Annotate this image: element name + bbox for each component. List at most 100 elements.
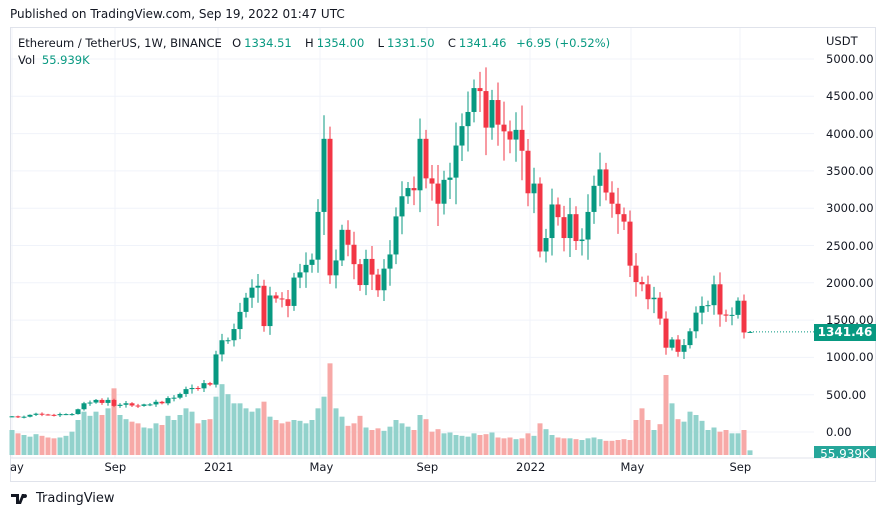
candle	[159, 400, 165, 405]
candle-body	[327, 138, 333, 276]
candle-body	[543, 238, 549, 252]
candle-body	[375, 274, 381, 291]
candle	[117, 403, 123, 408]
symbol-name[interactable]: Ethereum / TetherUS, 1W, BINANCE	[18, 36, 222, 50]
volume-bar	[291, 420, 297, 455]
candle	[15, 415, 21, 418]
candle-body	[117, 404, 123, 406]
candle	[129, 402, 135, 407]
candle	[573, 206, 579, 250]
volume-bar	[189, 411, 195, 455]
price-tick: 2000.00	[826, 275, 874, 290]
candle-body	[417, 138, 423, 191]
tradingview-logo[interactable]: TradingView	[10, 491, 115, 506]
candle-body	[579, 239, 585, 242]
candle	[285, 289, 291, 318]
candle-body	[627, 221, 633, 266]
volume-bar	[123, 419, 129, 455]
candle	[555, 197, 561, 226]
tradingview-logo-icon	[11, 493, 28, 504]
volume-bar	[675, 419, 681, 455]
volume-bar	[501, 438, 507, 455]
candle-body	[555, 204, 561, 218]
candle	[93, 398, 99, 404]
candle-body	[129, 403, 135, 406]
candle	[567, 197, 573, 257]
candle-body	[357, 264, 363, 286]
volume-bar	[93, 411, 99, 455]
candle	[435, 164, 441, 226]
candle-body	[141, 404, 147, 406]
candle	[681, 339, 687, 360]
candle-body	[669, 339, 675, 348]
price-tick: 2500.00	[826, 238, 874, 253]
candle-body	[21, 416, 27, 418]
candle	[675, 335, 681, 357]
candle	[291, 272, 297, 311]
candle	[441, 170, 447, 215]
time-tick: Sep	[104, 460, 127, 474]
candle	[345, 220, 351, 257]
candle	[531, 167, 537, 214]
volume-bar	[723, 430, 729, 455]
candle	[669, 337, 675, 351]
volume-bar	[9, 430, 15, 455]
candle-body	[243, 297, 249, 312]
candle	[207, 381, 213, 387]
volume-bar	[129, 421, 135, 455]
candle	[411, 176, 417, 206]
candle-body	[537, 183, 543, 252]
candle-body	[219, 340, 225, 355]
chart-frame[interactable]	[10, 27, 876, 482]
candle-body	[435, 183, 441, 204]
volume-bar	[573, 439, 579, 455]
candle	[339, 224, 345, 266]
volume-bar	[729, 433, 735, 455]
volume-bar	[507, 437, 513, 455]
candle-body	[513, 129, 519, 140]
volume-bar	[267, 416, 273, 455]
volume-bar	[45, 437, 51, 455]
candle	[69, 412, 75, 416]
time-tick: Sep	[416, 460, 439, 474]
candle-body	[135, 405, 141, 407]
candle-body	[453, 145, 459, 178]
volume-bar	[405, 426, 411, 455]
candle-body	[471, 88, 477, 112]
candle-body	[531, 183, 537, 194]
candle-body	[63, 414, 69, 416]
candle-body	[237, 311, 243, 330]
candle-body	[603, 169, 609, 193]
candle	[705, 300, 711, 312]
candle	[123, 400, 129, 408]
volume-bar	[453, 435, 459, 455]
time-tick: ay	[10, 460, 24, 474]
candle	[585, 194, 591, 260]
candle-body	[573, 214, 579, 242]
volume-bar	[369, 430, 375, 455]
candle-body	[315, 211, 321, 260]
candle	[651, 286, 657, 314]
candle-body	[705, 305, 711, 307]
candle-body	[519, 129, 525, 151]
candle-body	[159, 401, 165, 404]
candle-body	[369, 258, 375, 275]
volume-bar	[465, 436, 471, 455]
candle-body	[99, 399, 105, 403]
volume-bar	[609, 440, 615, 455]
price-tick: 5000.00	[826, 52, 874, 66]
candle	[51, 413, 57, 417]
candle	[639, 276, 645, 292]
candle-body	[177, 393, 183, 398]
volume-bar	[339, 416, 345, 455]
candle	[537, 177, 543, 258]
candle	[303, 252, 309, 288]
volume-bar	[81, 411, 87, 455]
candle	[243, 292, 249, 318]
volume-bar	[525, 433, 531, 455]
currency-label[interactable]: USDT	[826, 34, 858, 48]
candle-body	[123, 403, 129, 405]
candle-body	[39, 413, 45, 415]
candle	[489, 89, 495, 140]
